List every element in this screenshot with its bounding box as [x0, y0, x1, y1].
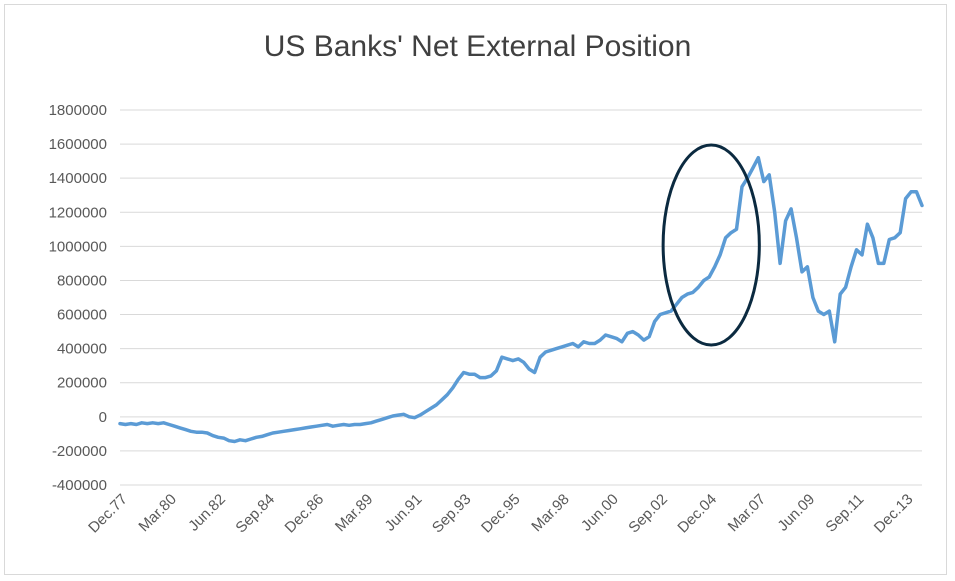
- chart-title: US Banks' Net External Position: [263, 30, 692, 63]
- x-tick-label: Mar.98: [528, 491, 572, 535]
- highlight-ellipse: [661, 143, 761, 347]
- y-tick-label: 1000000: [49, 238, 107, 255]
- y-tick-label: -400000: [52, 477, 107, 494]
- y-tick-label: 800000: [57, 272, 107, 289]
- y-tick-label: 600000: [57, 307, 107, 324]
- x-tick-label: Dec.04: [674, 491, 720, 537]
- x-tick-label: Dec.13: [871, 491, 917, 537]
- x-tick-label: Mar.80: [135, 491, 179, 535]
- x-tick-label: Jun.09: [774, 491, 818, 535]
- x-tick-label: Jun.00: [578, 491, 622, 535]
- y-tick-label: 200000: [57, 375, 107, 392]
- annotation-layer: [661, 143, 761, 347]
- gridlines: [120, 109, 922, 486]
- x-tick-label: Dec.86: [282, 491, 328, 537]
- x-tick-label: Dec.77: [85, 491, 131, 537]
- x-axis-ticks: Dec.77 Mar.80 Jun.82 Sep.84 Dec.86 Mar.89 Jun.…: [85, 491, 916, 537]
- x-tick-label: Jun.91: [382, 491, 426, 535]
- chart-frame: [4, 4, 947, 575]
- y-tick-label: 400000: [57, 341, 107, 358]
- y-tick-label: 0: [99, 409, 107, 426]
- x-tick-label: Sep.11: [823, 491, 868, 536]
- x-tick-label: Mar.89: [332, 491, 376, 535]
- x-tick-label: Mar.07: [725, 491, 769, 535]
- y-tick-label: 1800000: [49, 102, 107, 119]
- x-tick-label: Sep.93: [429, 491, 475, 537]
- x-tick-label: Jun.82: [185, 491, 229, 535]
- series-layer: [118, 155, 924, 444]
- series-line: [118, 155, 924, 444]
- y-axis-ticks: 1800000 1600000 1400000 1200000 1000000 80000…: [49, 102, 107, 494]
- x-tick-label: Sep.84: [232, 491, 278, 537]
- y-tick-label: 1400000: [49, 170, 107, 187]
- x-tick-label: Sep.02: [625, 491, 671, 537]
- y-tick-label: -200000: [52, 443, 107, 460]
- x-tick-label: Dec.95: [478, 491, 524, 537]
- y-tick-label: 1200000: [49, 204, 107, 221]
- y-tick-label: 1600000: [49, 136, 107, 153]
